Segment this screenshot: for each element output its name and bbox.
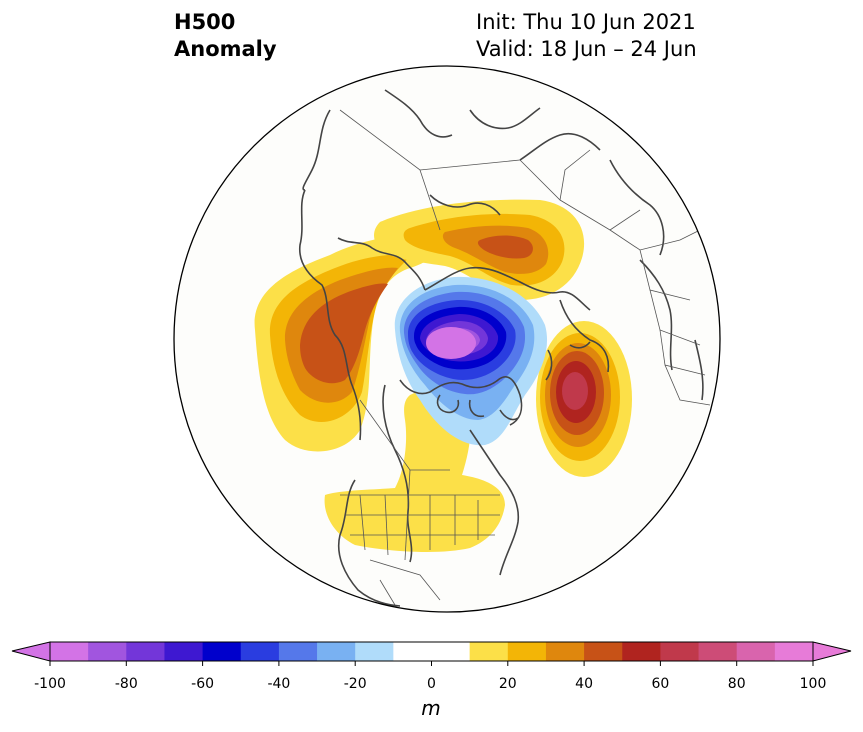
colorbar-tick-label: -80 — [115, 676, 138, 692]
colorbar-cell — [431, 642, 471, 661]
colorbar-cell — [774, 642, 814, 661]
colorbar-cell — [164, 642, 204, 661]
colorbar-cell — [622, 642, 661, 661]
colorbar-tick-label: -20 — [344, 676, 367, 692]
colorbar-cell — [736, 642, 776, 661]
colorbar-cell — [278, 642, 318, 661]
colorbar-cells — [50, 642, 814, 661]
colorbar-cell — [545, 642, 585, 661]
colorbar-cell — [584, 642, 623, 661]
colorbar: -100 -80 -60 -40 -20 0 20 40 60 80 100 m — [11, 641, 852, 720]
positive-ridge-siberia-alaska — [254, 234, 437, 452]
colorbar-tick-label: 0 — [427, 676, 436, 692]
borders — [339, 109, 711, 606]
colorbar-cell — [50, 642, 89, 661]
valid-label: Valid: 18 Jun – 24 Jun — [476, 37, 697, 61]
colorbar-tick-label: -100 — [34, 676, 66, 692]
colorbar-cell — [507, 642, 547, 661]
colorbar-cell — [126, 642, 165, 661]
colorbar-cell — [355, 642, 394, 661]
positive-ridge-eurasia-north — [374, 199, 585, 300]
colorbar-cell — [202, 642, 242, 661]
colorbar-cell — [393, 642, 432, 661]
positive-center-north-atlantic — [536, 321, 632, 477]
colorbar-ticks: -100 -80 -60 -40 -20 0 20 40 60 80 100 — [34, 661, 826, 692]
init-label: Init: Thu 10 Jun 2021 — [476, 10, 696, 34]
negative-center-arctic — [394, 276, 548, 446]
colorbar-tick-label: 100 — [800, 676, 827, 692]
colorbar-tick-label: 60 — [651, 676, 669, 692]
colorbar-over-triangle — [812, 641, 852, 662]
polar-map — [174, 66, 720, 612]
colorbar-cell — [240, 642, 280, 661]
colorbar-under-triangle — [11, 641, 51, 662]
coastlines — [298, 89, 704, 607]
colorbar-tick-label: 80 — [728, 676, 746, 692]
field-label: Anomaly — [174, 37, 277, 61]
map-boundary — [173, 65, 721, 613]
colorbar-tick-label: -40 — [267, 676, 290, 692]
colorbar-cell — [698, 642, 738, 661]
colorbar-tick-label: 40 — [575, 676, 593, 692]
colorbar-unit-label: m — [421, 696, 440, 720]
colorbar-cell — [317, 642, 356, 661]
colorbar-tick-label: -60 — [191, 676, 214, 692]
variable-label: H500 — [174, 10, 236, 34]
colorbar-tick-label: 20 — [499, 676, 517, 692]
colorbar-cell — [469, 642, 509, 661]
title-left: H500 Anomaly — [174, 9, 277, 63]
title-right: Init: Thu 10 Jun 2021 Valid: 18 Jun – 24… — [476, 9, 697, 63]
colorbar-cell — [660, 642, 700, 661]
colorbar-cell — [88, 642, 127, 661]
